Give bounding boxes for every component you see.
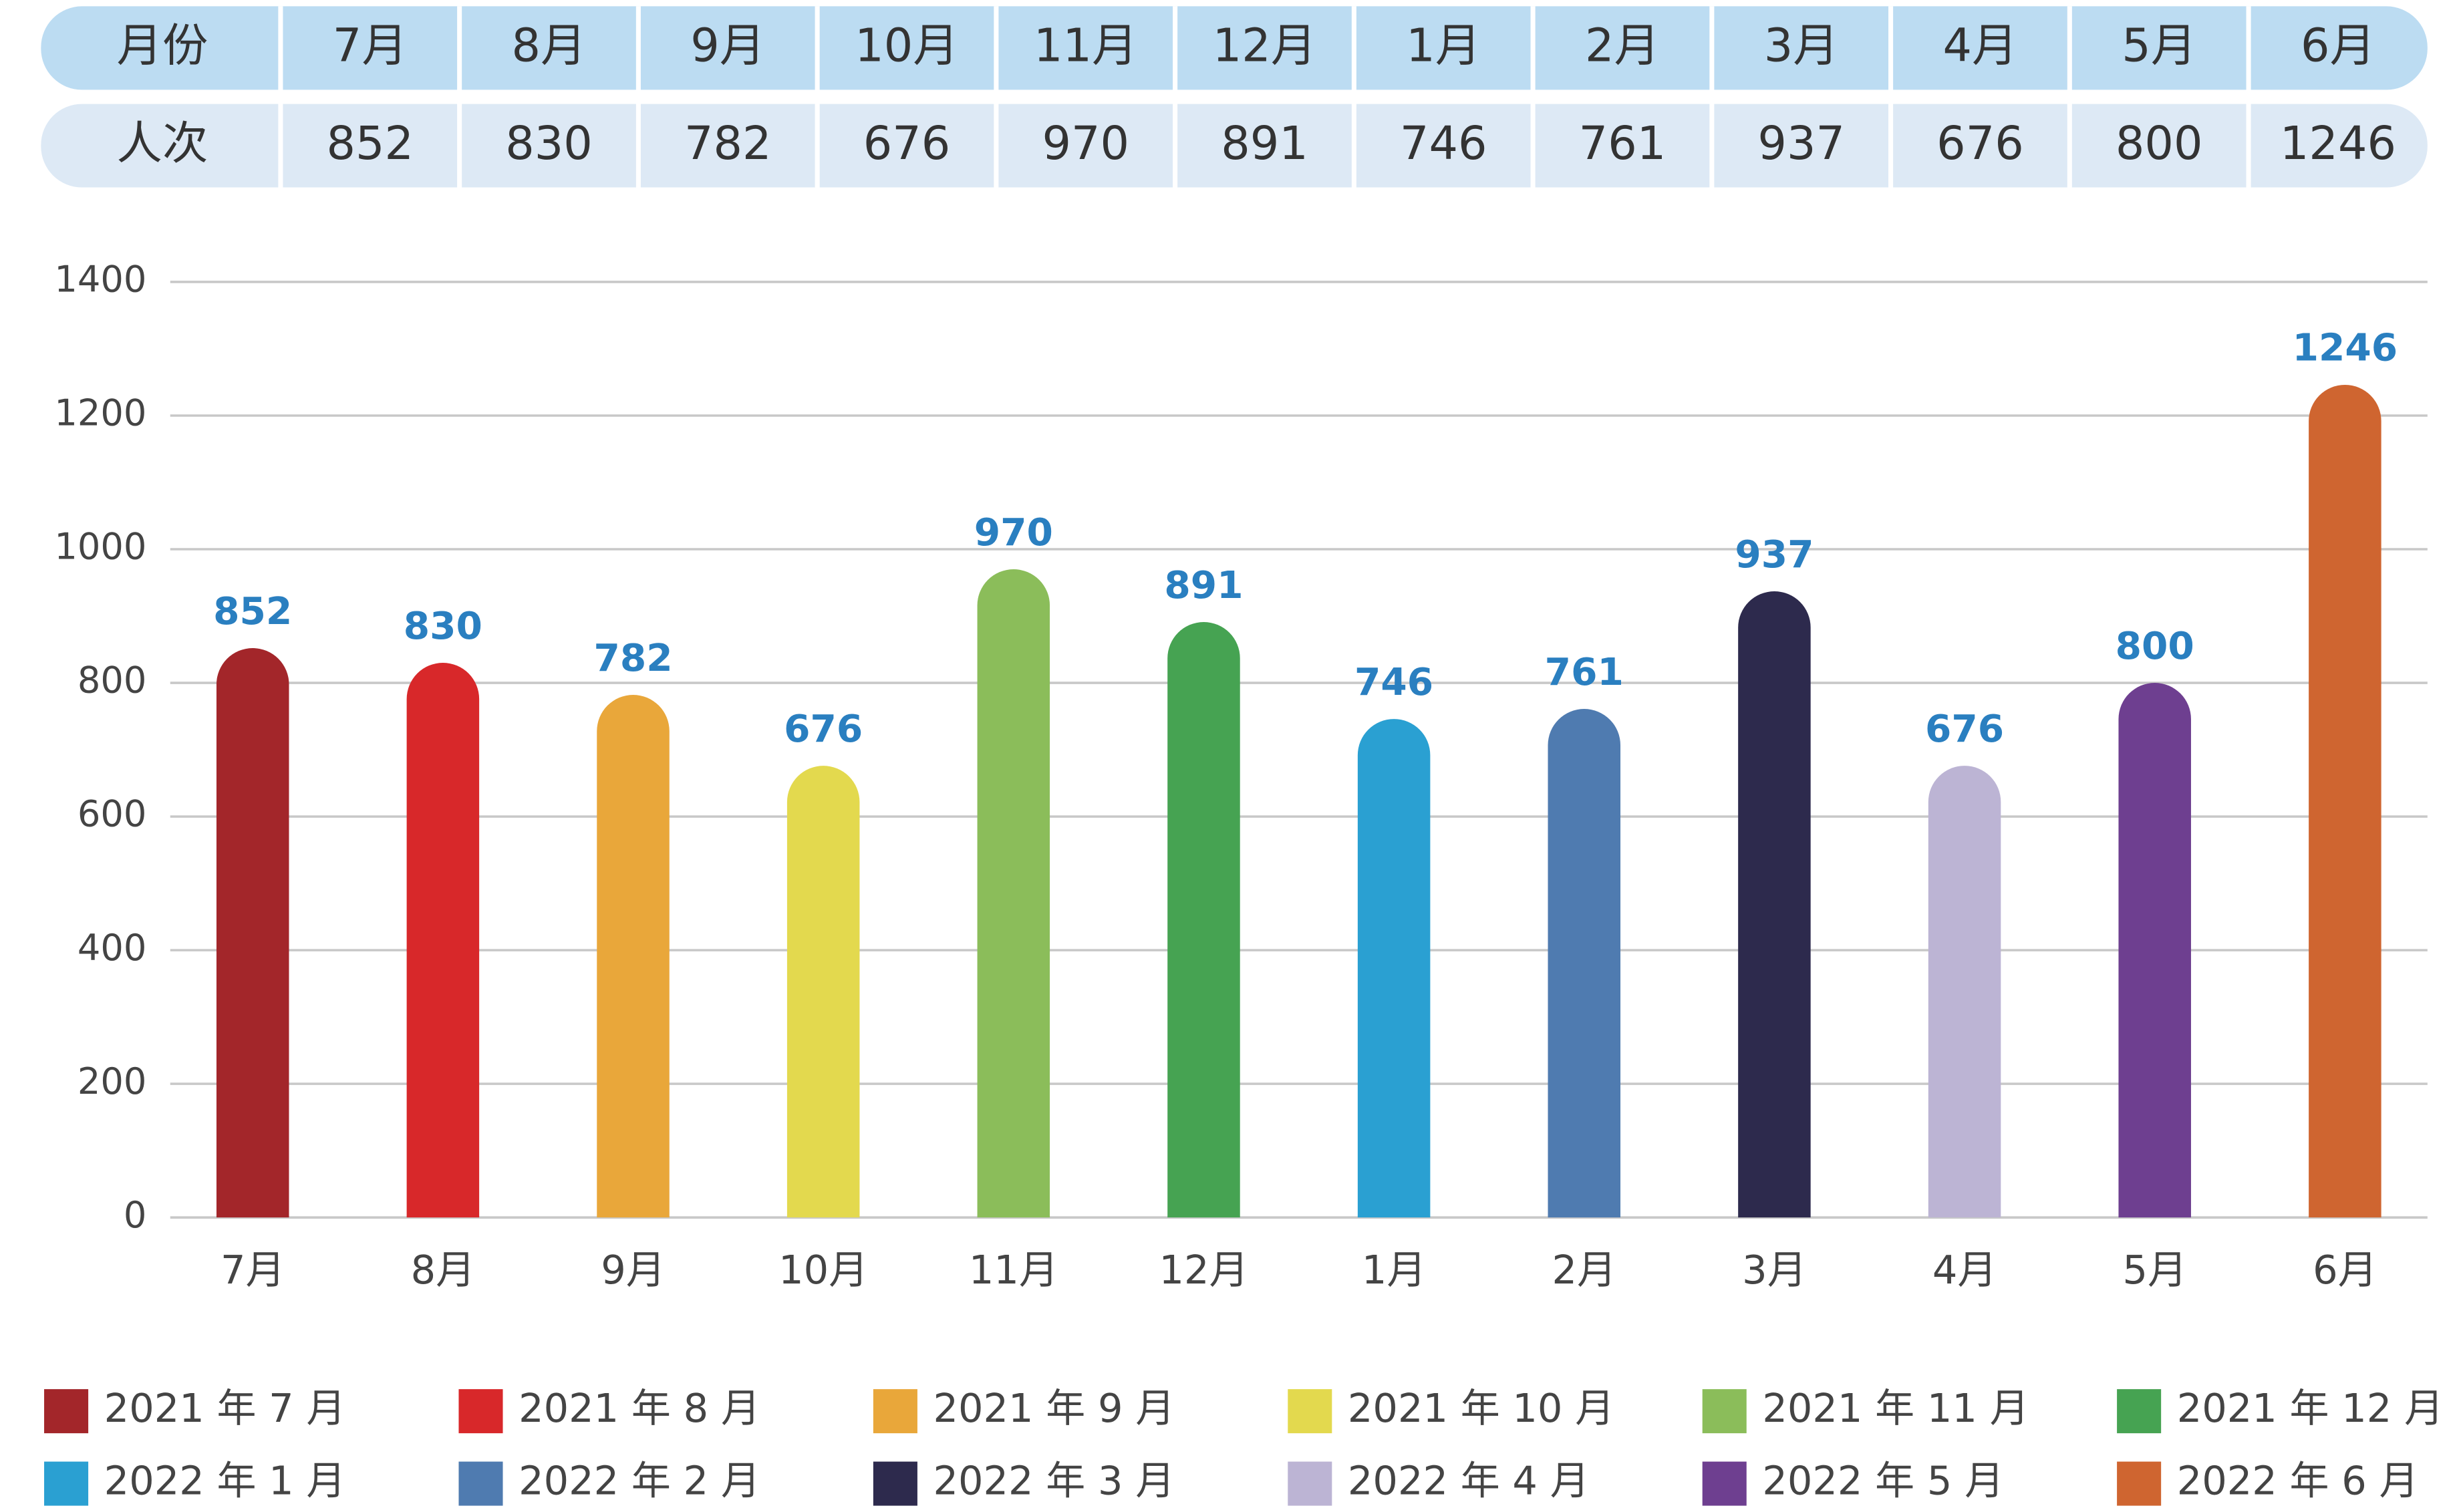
legend-label: 2022 年 1 月	[104, 1458, 346, 1504]
legend-swatch	[1702, 1461, 1747, 1506]
bar	[216, 648, 289, 1218]
bar	[786, 766, 860, 1218]
legend-label: 2022 年 6 月	[2177, 1458, 2419, 1504]
data-label: 852	[213, 589, 292, 633]
data-label: 746	[1354, 660, 1433, 704]
legend-label: 2021 年 10 月	[1348, 1385, 1614, 1431]
data-label: 1246	[2293, 326, 2398, 370]
x-tick-label: 10月	[778, 1247, 868, 1293]
table-value: 830	[505, 118, 593, 170]
table-value: 800	[2116, 118, 2203, 170]
x-tick-label: 1月	[1362, 1247, 1426, 1293]
table-month: 10月	[855, 20, 958, 73]
table-value: 782	[684, 118, 772, 170]
legend-swatch	[873, 1461, 917, 1506]
bar	[1928, 766, 2001, 1218]
table-month: 6月	[2301, 20, 2375, 73]
bar	[977, 569, 1050, 1218]
x-tick-label: 6月	[2313, 1247, 2377, 1293]
table-value: 937	[1757, 118, 1845, 170]
x-tick-label: 2月	[1552, 1247, 1616, 1293]
y-tick-label: 1200	[54, 392, 146, 434]
table-month: 1月	[1406, 20, 1481, 73]
table-value: 761	[1579, 118, 1667, 170]
legend-swatch	[1288, 1461, 1332, 1506]
table-row-label: 人次	[117, 118, 208, 170]
x-tick-label: 5月	[2122, 1247, 2186, 1293]
y-tick-label: 0	[124, 1194, 147, 1236]
y-tick-label: 1400	[54, 259, 146, 301]
legend-swatch	[458, 1389, 503, 1434]
table-month: 5月	[2122, 20, 2196, 73]
legend-label: 2021 年 9 月	[933, 1385, 1175, 1431]
data-label: 761	[1545, 650, 1624, 694]
bar	[1167, 622, 1240, 1218]
table-month: 8月	[512, 20, 587, 73]
table-month: 4月	[1942, 20, 2017, 73]
data-label: 970	[974, 510, 1053, 555]
table-month: 2月	[1585, 20, 1660, 73]
data-label: 800	[2116, 624, 2194, 668]
bar	[2309, 384, 2381, 1218]
legend-swatch	[2117, 1461, 2162, 1506]
table-header-label: 月份	[117, 20, 208, 73]
legend-label: 2022 年 5 月	[1762, 1458, 2004, 1504]
data-label: 676	[784, 707, 863, 751]
data-label: 937	[1735, 533, 1814, 577]
legend-swatch	[873, 1389, 917, 1434]
table-value: 891	[1221, 118, 1308, 170]
legend-swatch	[44, 1389, 89, 1434]
bar	[1738, 591, 1811, 1218]
y-tick-label: 400	[78, 927, 147, 969]
table-month: 12月	[1213, 20, 1316, 73]
x-tick-label: 11月	[969, 1247, 1058, 1293]
x-tick-label: 8月	[411, 1247, 475, 1293]
legend-swatch	[1702, 1389, 1747, 1434]
legend-label: 2021 年 7 月	[104, 1385, 346, 1431]
table-value: 676	[1936, 118, 2024, 170]
legend-label: 2021 年 12 月	[2177, 1385, 2444, 1431]
legend-label: 2022 年 4 月	[1348, 1458, 1590, 1504]
table-month: 3月	[1764, 20, 1839, 73]
table-value: 970	[1042, 118, 1129, 170]
table-month: 11月	[1034, 20, 1137, 73]
table-value: 1246	[2280, 118, 2396, 170]
table-month: 9月	[690, 20, 765, 73]
bar	[1548, 709, 1621, 1218]
legend-label: 2022 年 3 月	[933, 1458, 1175, 1504]
y-tick-label: 600	[78, 793, 147, 835]
x-tick-label: 3月	[1742, 1247, 1806, 1293]
x-tick-label: 7月	[221, 1247, 285, 1293]
legend-swatch	[458, 1461, 503, 1506]
legend-swatch	[44, 1461, 89, 1506]
bar	[2118, 683, 2191, 1218]
legend-swatch	[1288, 1389, 1332, 1434]
y-tick-label: 800	[78, 659, 147, 702]
data-label: 830	[404, 604, 482, 648]
legend-label: 2021 年 11 月	[1762, 1385, 2029, 1431]
legend-label: 2022 年 2 月	[519, 1458, 760, 1504]
bar	[1357, 719, 1431, 1218]
x-tick-label: 12月	[1159, 1247, 1248, 1293]
y-tick-label: 200	[78, 1060, 147, 1102]
legend-label: 2021 年 8 月	[519, 1385, 760, 1431]
data-label: 891	[1164, 563, 1243, 607]
table-value: 746	[1400, 118, 1487, 170]
bar	[406, 663, 480, 1218]
y-tick-label: 1000	[54, 526, 146, 568]
data-label: 782	[593, 636, 672, 680]
table-month: 7月	[333, 20, 408, 73]
x-tick-label: 4月	[1932, 1247, 1997, 1293]
legend-swatch	[2117, 1389, 2162, 1434]
bar	[597, 695, 670, 1218]
data-label: 676	[1925, 707, 2004, 751]
table-value: 852	[326, 118, 414, 170]
x-tick-label: 9月	[601, 1247, 665, 1293]
table-value: 676	[863, 118, 951, 170]
